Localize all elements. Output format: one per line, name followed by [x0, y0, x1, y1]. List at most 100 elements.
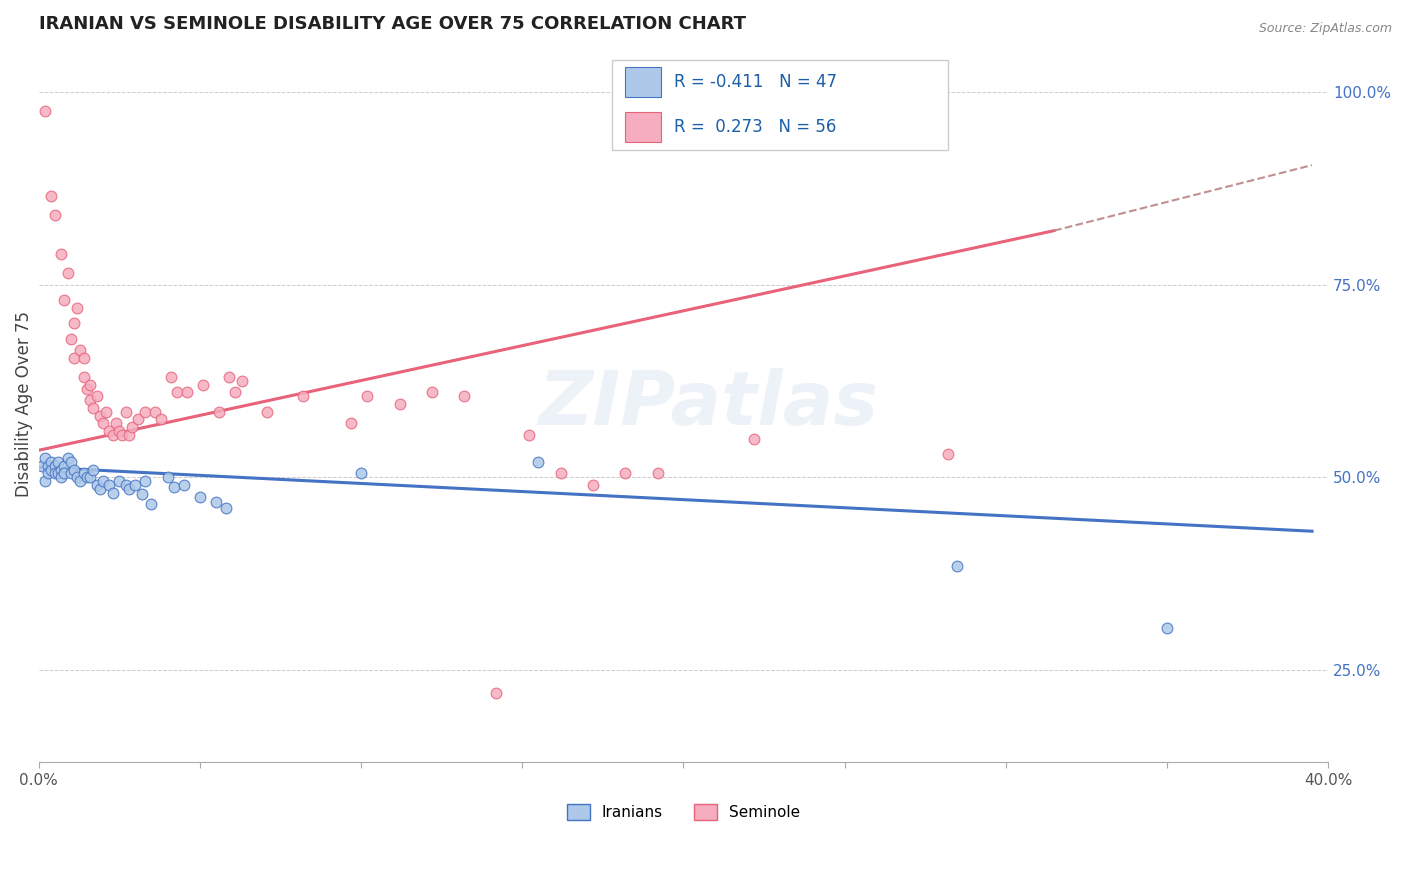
- Point: [79, 393, 101, 408]
- FancyBboxPatch shape: [613, 60, 948, 150]
- FancyBboxPatch shape: [626, 112, 661, 143]
- FancyBboxPatch shape: [626, 67, 661, 97]
- Point: [69, 474, 91, 488]
- Point: [53, 467, 76, 481]
- Point: [527, 455, 550, 469]
- Text: Source: ZipAtlas.com: Source: ZipAtlas.com: [1258, 22, 1392, 36]
- Point: [63, 351, 86, 365]
- Point: [141, 497, 163, 511]
- Point: [108, 424, 131, 438]
- Point: [34, 104, 56, 119]
- Point: [647, 467, 669, 481]
- Point: [56, 450, 79, 465]
- Point: [59, 332, 82, 346]
- Point: [108, 474, 131, 488]
- Point: [420, 385, 443, 400]
- Point: [44, 467, 66, 481]
- Point: [114, 405, 136, 419]
- Point: [53, 293, 76, 307]
- Point: [79, 377, 101, 392]
- Point: [69, 343, 91, 357]
- Point: [53, 458, 76, 473]
- Point: [91, 474, 114, 488]
- Point: [41, 455, 63, 469]
- Point: [118, 482, 141, 496]
- Point: [41, 189, 63, 203]
- Point: [224, 385, 246, 400]
- Point: [86, 389, 108, 403]
- Point: [176, 385, 198, 400]
- Point: [256, 405, 278, 419]
- Point: [76, 382, 98, 396]
- Point: [91, 417, 114, 431]
- Point: [340, 417, 363, 431]
- Point: [49, 470, 72, 484]
- Point: [46, 455, 69, 469]
- Point: [214, 501, 236, 516]
- Point: [59, 467, 82, 481]
- Point: [96, 405, 118, 419]
- Point: [56, 266, 79, 280]
- Point: [356, 389, 378, 403]
- Point: [31, 458, 53, 473]
- Point: [166, 385, 188, 400]
- Point: [41, 462, 63, 476]
- Point: [350, 467, 373, 481]
- Point: [517, 428, 540, 442]
- Y-axis label: Disability Age Over 75: Disability Age Over 75: [15, 311, 32, 497]
- Point: [231, 374, 253, 388]
- Point: [82, 401, 104, 415]
- Point: [208, 405, 231, 419]
- Point: [936, 447, 959, 461]
- Text: R = -0.411   N = 47: R = -0.411 N = 47: [675, 73, 838, 91]
- Point: [101, 428, 124, 442]
- Point: [49, 462, 72, 476]
- Text: IRANIAN VS SEMINOLE DISABILITY AGE OVER 75 CORRELATION CHART: IRANIAN VS SEMINOLE DISABILITY AGE OVER …: [38, 15, 745, 33]
- Point: [86, 478, 108, 492]
- Point: [121, 420, 143, 434]
- Point: [111, 428, 134, 442]
- Point: [44, 208, 66, 222]
- Point: [66, 301, 89, 315]
- Point: [134, 405, 156, 419]
- Point: [550, 467, 572, 481]
- Point: [89, 482, 111, 496]
- Point: [218, 370, 240, 384]
- Point: [159, 370, 181, 384]
- Point: [73, 351, 96, 365]
- Point: [79, 470, 101, 484]
- Point: [291, 389, 314, 403]
- Point: [59, 455, 82, 469]
- Point: [73, 467, 96, 481]
- Point: [1156, 621, 1178, 635]
- Point: [73, 370, 96, 384]
- Point: [742, 432, 765, 446]
- Point: [191, 377, 214, 392]
- Point: [101, 485, 124, 500]
- Point: [188, 490, 211, 504]
- Point: [37, 467, 59, 481]
- Point: [485, 686, 508, 700]
- Point: [163, 479, 186, 493]
- Point: [44, 458, 66, 473]
- Point: [150, 412, 173, 426]
- Point: [34, 474, 56, 488]
- Point: [98, 478, 121, 492]
- Text: R =  0.273   N = 56: R = 0.273 N = 56: [675, 119, 837, 136]
- Point: [156, 470, 179, 484]
- Text: ZIPatlas: ZIPatlas: [538, 368, 879, 441]
- Point: [946, 558, 969, 573]
- Point: [63, 462, 86, 476]
- Point: [63, 316, 86, 330]
- Point: [118, 428, 141, 442]
- Point: [98, 424, 121, 438]
- Point: [128, 412, 150, 426]
- Point: [34, 450, 56, 465]
- Point: [453, 389, 475, 403]
- Point: [37, 458, 59, 473]
- Point: [143, 405, 166, 419]
- Point: [388, 397, 411, 411]
- Legend: Iranians, Seminole: Iranians, Seminole: [561, 798, 806, 827]
- Point: [582, 478, 605, 492]
- Point: [46, 467, 69, 481]
